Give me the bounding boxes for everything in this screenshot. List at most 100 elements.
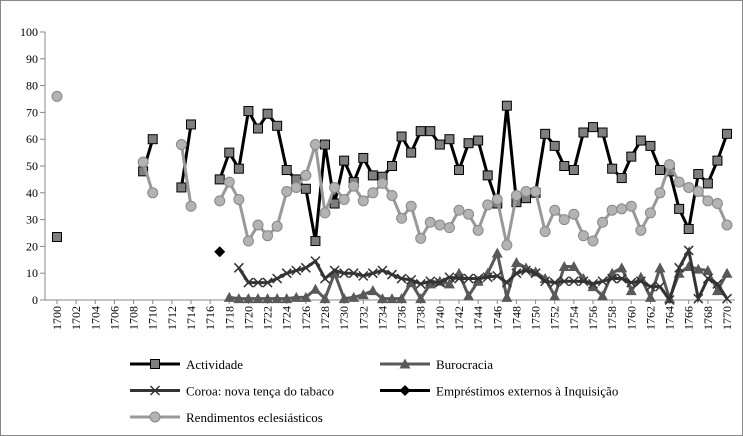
marker bbox=[399, 385, 411, 396]
x-tick-label: 1770 bbox=[720, 306, 734, 330]
marker bbox=[568, 165, 579, 176]
marker bbox=[492, 270, 503, 281]
x-tick-label: 1714 bbox=[184, 306, 198, 330]
marker bbox=[443, 222, 455, 234]
marker bbox=[253, 123, 263, 134]
y-tick-label: 50 bbox=[26, 159, 38, 173]
marker bbox=[425, 126, 436, 137]
marker bbox=[396, 293, 408, 304]
marker bbox=[406, 274, 417, 285]
marker bbox=[272, 273, 283, 284]
y-tick-label: 100 bbox=[20, 25, 38, 39]
marker bbox=[367, 268, 378, 279]
marker bbox=[243, 277, 254, 288]
x-tick-label: 1720 bbox=[241, 306, 255, 330]
marker bbox=[376, 177, 388, 189]
x-tick-label: 1732 bbox=[356, 306, 370, 330]
marker bbox=[290, 291, 302, 302]
marker bbox=[147, 187, 159, 199]
x-tick-label: 1744 bbox=[471, 306, 485, 330]
marker bbox=[540, 276, 551, 287]
marker bbox=[309, 139, 321, 151]
marker bbox=[300, 291, 312, 302]
x-tick-label: 1766 bbox=[682, 306, 696, 330]
marker bbox=[491, 247, 503, 258]
marker bbox=[530, 268, 541, 279]
marker bbox=[386, 189, 398, 201]
x-tick-label: 1722 bbox=[261, 306, 275, 330]
marker bbox=[396, 212, 408, 224]
marker bbox=[510, 256, 522, 267]
marker bbox=[233, 163, 244, 174]
marker bbox=[214, 174, 225, 185]
marker bbox=[147, 134, 158, 145]
marker bbox=[587, 235, 599, 247]
marker bbox=[482, 272, 493, 283]
x-tick-label: 1736 bbox=[395, 306, 409, 330]
marker bbox=[396, 273, 407, 284]
marker bbox=[540, 128, 551, 139]
y-tick-label: 90 bbox=[26, 52, 38, 66]
marker bbox=[558, 214, 570, 226]
x-tick-label: 1730 bbox=[337, 306, 351, 330]
marker bbox=[549, 140, 560, 151]
x-tick-label: 1700 bbox=[50, 306, 64, 330]
marker bbox=[645, 140, 656, 151]
marker bbox=[358, 152, 369, 163]
marker bbox=[692, 185, 704, 197]
x-tick-label: 1768 bbox=[701, 306, 715, 330]
marker bbox=[150, 359, 160, 369]
marker bbox=[626, 277, 637, 288]
marker bbox=[463, 208, 475, 220]
marker bbox=[607, 163, 618, 174]
marker bbox=[635, 224, 647, 236]
marker bbox=[415, 126, 426, 137]
marker bbox=[399, 358, 411, 369]
marker bbox=[473, 273, 484, 284]
marker bbox=[281, 293, 293, 304]
marker bbox=[549, 204, 561, 216]
marker bbox=[549, 277, 560, 288]
marker bbox=[664, 159, 676, 171]
marker bbox=[262, 230, 274, 242]
marker bbox=[712, 155, 723, 166]
marker bbox=[597, 216, 609, 228]
marker bbox=[607, 273, 618, 284]
series-line bbox=[237, 246, 729, 304]
marker bbox=[262, 108, 273, 119]
marker bbox=[367, 170, 378, 181]
x-tick-label: 1758 bbox=[605, 306, 619, 330]
marker bbox=[367, 285, 379, 296]
marker bbox=[597, 290, 609, 301]
marker bbox=[501, 291, 513, 302]
marker bbox=[501, 277, 512, 288]
marker bbox=[214, 246, 226, 258]
marker bbox=[357, 195, 369, 207]
marker bbox=[625, 200, 637, 212]
legend-label: Rendimentos eclesiásticos bbox=[186, 410, 323, 425]
marker bbox=[262, 277, 273, 288]
marker bbox=[396, 131, 407, 142]
x-tick-label: 1746 bbox=[490, 306, 504, 330]
marker bbox=[626, 151, 637, 162]
marker bbox=[415, 232, 427, 244]
marker bbox=[577, 230, 589, 242]
marker bbox=[386, 293, 398, 304]
marker bbox=[692, 263, 704, 274]
marker bbox=[616, 173, 627, 184]
marker bbox=[339, 155, 350, 166]
marker bbox=[463, 273, 474, 284]
x-tick-label: 1704 bbox=[88, 306, 102, 330]
marker bbox=[702, 265, 714, 276]
marker bbox=[588, 122, 598, 133]
marker bbox=[693, 169, 704, 180]
marker bbox=[348, 268, 359, 279]
marker bbox=[243, 106, 254, 117]
marker bbox=[616, 273, 627, 284]
marker bbox=[252, 293, 264, 304]
marker bbox=[559, 161, 570, 171]
marker bbox=[242, 235, 254, 247]
marker bbox=[348, 180, 360, 192]
marker bbox=[721, 219, 733, 231]
